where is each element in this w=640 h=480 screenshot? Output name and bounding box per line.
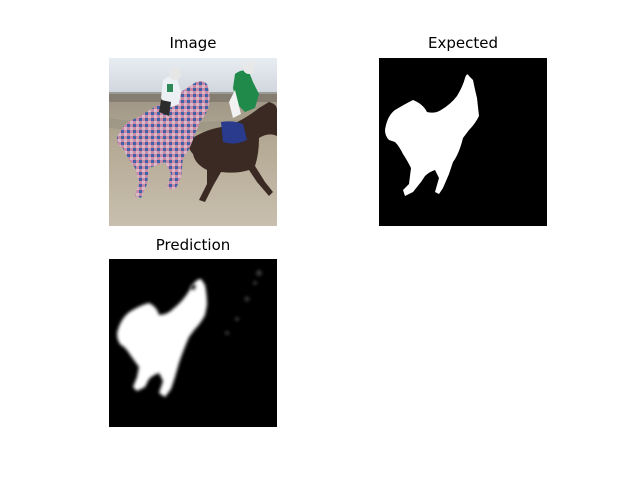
mask-prediction xyxy=(109,259,277,427)
panel-title-image: Image xyxy=(169,34,217,52)
panel-prediction xyxy=(109,259,277,427)
panel-title-expected: Expected xyxy=(428,34,498,52)
panel-expected xyxy=(379,58,547,226)
panel-title-prediction: Prediction xyxy=(155,236,231,254)
mask-expected xyxy=(379,58,547,226)
photo-horses xyxy=(109,58,277,226)
panel-image xyxy=(109,58,277,226)
